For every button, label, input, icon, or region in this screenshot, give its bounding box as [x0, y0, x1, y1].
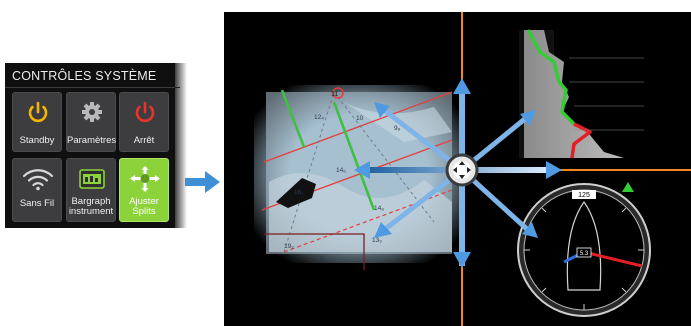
panel-title: CONTRÔLES SYSTÈME [12, 69, 157, 83]
cursor-marker [332, 87, 344, 99]
depth-label: 18₅ [316, 255, 326, 262]
depth-label: 12₄ [314, 114, 324, 121]
split-adjust-arrows[interactable] [354, 78, 562, 268]
sonar-pane [519, 29, 644, 159]
center-readout: 5.3 [580, 251, 589, 257]
settings-label: Paramètres [67, 135, 117, 146]
depth-label: 14₆ [336, 167, 346, 174]
gear-icon [82, 102, 102, 122]
wifi-icon [22, 169, 54, 191]
heading-readout: 125 [578, 192, 590, 199]
adjust-splits-icon [130, 166, 160, 192]
divider [5, 87, 180, 88]
power-icon [135, 101, 155, 123]
depth-label: 11 [331, 91, 338, 98]
right-arrow-icon [185, 171, 220, 193]
adjust-splits-button[interactable]: Ajuster Splits [119, 158, 169, 222]
instrument-bargraph-icon [79, 169, 105, 189]
compass-pane: 125 5.3 [517, 182, 651, 317]
instrument-bargraph-button[interactable]: Bargraph instrument [66, 158, 116, 222]
display-canvas: 11 12₄ 10 9₈ 14₆ 16₁ 14₈ 19₂ 13₉ 18₅ [254, 12, 691, 326]
shutdown-button[interactable]: Arrêt [119, 92, 169, 152]
wireless-button[interactable]: Sans Fil [12, 158, 62, 222]
depth-label: 14₈ [374, 205, 384, 212]
instrument-bargraph-label: Bargraph instrument [67, 197, 115, 217]
instrument-bargraph-label-line1: Bargraph [71, 196, 111, 207]
adjust-splits-label-line2: Splits [132, 206, 156, 217]
depth-label: 13₉ [372, 237, 382, 244]
shutdown-label: Arrêt [133, 135, 155, 146]
instrument-bargraph-label-line2: instrument [68, 206, 114, 217]
settings-button[interactable]: Paramètres [66, 92, 116, 152]
adjust-splits-label: Ajuster Splits [120, 197, 168, 217]
depth-label: 10 [356, 115, 364, 122]
system-controls-panel: CONTRÔLES SYSTÈME Standby Paramètres [5, 63, 180, 228]
adjust-splits-label-line1: Ajuster [129, 196, 159, 207]
vessel-icon [276, 178, 316, 208]
split-screen-display: 11 12₄ 10 9₈ 14₆ 16₁ 14₈ 19₂ 13₉ 18₅ [224, 12, 691, 326]
chart-pane: 11 12₄ 10 9₈ 14₆ 16₁ 14₈ 19₂ 13₉ 18₅ [254, 85, 464, 270]
standby-label: Standby [19, 135, 55, 146]
wireless-label: Sans Fil [19, 198, 55, 209]
depth-label: 9₈ [394, 125, 401, 132]
standby-power-icon [28, 101, 48, 123]
panel-fade [175, 63, 187, 228]
depth-label: 19₂ [284, 243, 294, 250]
depth-label: 16₁ [294, 189, 304, 196]
standby-button[interactable]: Standby [12, 92, 62, 152]
